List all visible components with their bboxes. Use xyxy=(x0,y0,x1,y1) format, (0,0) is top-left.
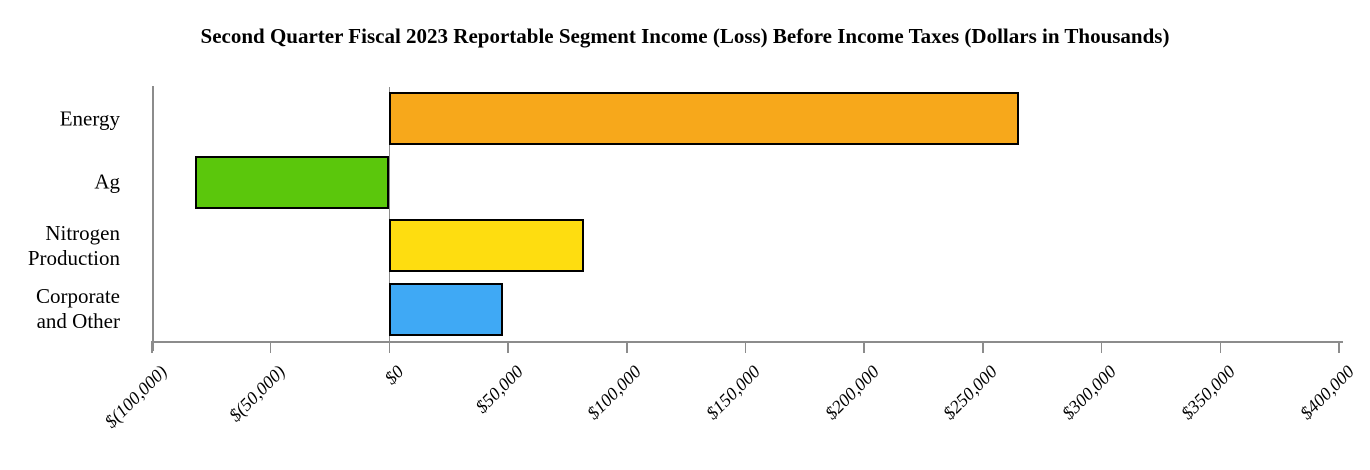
bar-energy xyxy=(389,92,1019,146)
x-tick-label-200-000: $200,000 xyxy=(820,361,883,424)
category-label-ag: Ag xyxy=(94,169,120,194)
x-tick-300-000 xyxy=(1100,341,1103,353)
x-tick-label-400-000: $400,000 xyxy=(1295,361,1358,424)
x-tick-400-000 xyxy=(1338,341,1340,353)
x-tick-label-300-000: $300,000 xyxy=(1058,361,1121,424)
x-tick-50-000 xyxy=(507,341,509,353)
x-tick-label-350-000: $350,000 xyxy=(1176,361,1239,424)
x-tick-label-50-000: $(50,000) xyxy=(225,361,290,426)
x-tick-label-0: $0 xyxy=(380,361,408,389)
x-tick-0 xyxy=(388,341,391,353)
x-tick-250-000 xyxy=(982,341,984,353)
bar-ag xyxy=(194,155,390,209)
x-tick-200-000 xyxy=(863,341,865,353)
category-label-corporate-and-other: Corporate and Other xyxy=(36,284,120,334)
category-label-energy: Energy xyxy=(59,106,120,131)
y-axis-line xyxy=(152,86,154,351)
x-axis-line xyxy=(152,341,1343,343)
x-tick-100-000 xyxy=(151,341,153,353)
bar-nitrogen-production xyxy=(389,219,585,273)
zero-baseline xyxy=(388,87,391,341)
x-tick-350-000 xyxy=(1219,341,1222,353)
x-tick-label-50-000: $50,000 xyxy=(471,361,527,417)
x-tick-label-250-000: $250,000 xyxy=(939,361,1002,424)
category-label-nitrogen-production: Nitrogen Production xyxy=(27,220,120,270)
x-tick-150-000 xyxy=(744,341,747,353)
x-tick-50-000 xyxy=(269,341,272,353)
x-tick-label-100-000: $(100,000) xyxy=(100,361,171,432)
bar-corporate-and-other xyxy=(389,282,504,336)
chart-title: Second Quarter Fiscal 2023 Reportable Se… xyxy=(200,24,1170,48)
x-tick-label-100-000: $100,000 xyxy=(583,361,646,424)
x-tick-label-150-000: $150,000 xyxy=(702,361,764,424)
x-tick-100-000 xyxy=(626,341,628,353)
